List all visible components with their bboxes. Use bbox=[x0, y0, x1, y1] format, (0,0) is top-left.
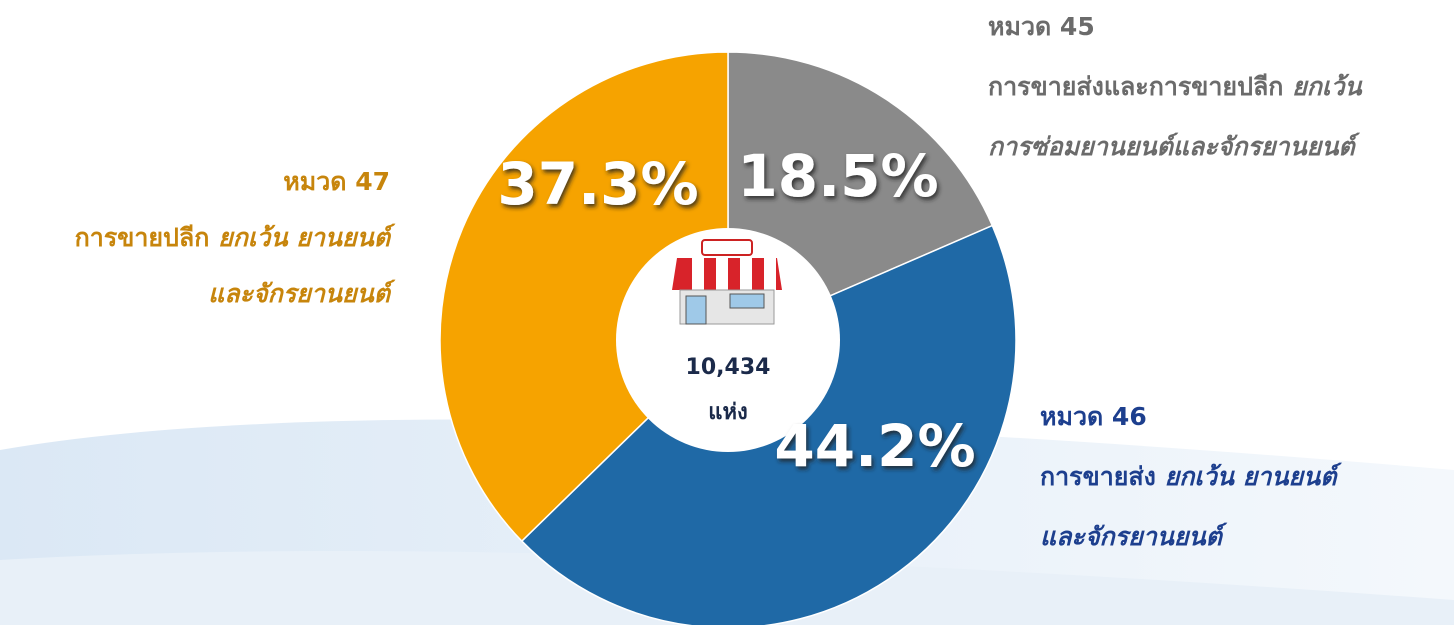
category-label: หมวด 45 bbox=[988, 12, 1095, 41]
category-description: การขายปลีก ยกเว้น ยานยนต์ bbox=[75, 223, 396, 252]
category-description: การซ่อมยานยนต์และจักรยานยนต์ bbox=[988, 132, 1361, 161]
pie-slice bbox=[439, 51, 729, 543]
value-label: 44.2% bbox=[774, 412, 975, 480]
category-label: หมวด 47 bbox=[283, 167, 390, 196]
center-value: 10,434 bbox=[686, 355, 771, 380]
description-segment: และจักรยานยนต์ bbox=[1040, 522, 1228, 551]
category-label: หมวด 46 bbox=[1040, 402, 1147, 431]
center-circle bbox=[616, 228, 840, 452]
description-segment: ยกเว้น ยานยนต์ bbox=[218, 223, 396, 252]
description-segment: การขายปลีก bbox=[75, 223, 218, 252]
description-segment: การขายส่งและการขายปลีก bbox=[988, 72, 1292, 101]
value-label: 18.5% bbox=[737, 142, 938, 210]
description-segment: การซ่อมยานยนต์และจักรยานยนต์ bbox=[988, 132, 1361, 161]
center-unit: แห่ง bbox=[708, 400, 747, 425]
category-description: และจักรยานยนต์ bbox=[208, 279, 396, 308]
description-segment: ยกเว้น ยานยนต์ bbox=[1165, 462, 1343, 491]
value-label: 37.3% bbox=[497, 150, 698, 218]
category-description: การขายส่ง ยกเว้น ยานยนต์ bbox=[1040, 462, 1342, 491]
category-description: และจักรยานยนต์ bbox=[1040, 522, 1228, 551]
shop-icon bbox=[672, 239, 782, 325]
description-segment: ยกเว้น bbox=[1292, 72, 1363, 101]
category-description: การขายส่งและการขายปลีก ยกเว้น bbox=[988, 72, 1363, 101]
description-segment: การขายส่ง bbox=[1040, 462, 1165, 491]
description-segment: และจักรยานยนต์ bbox=[208, 279, 396, 308]
